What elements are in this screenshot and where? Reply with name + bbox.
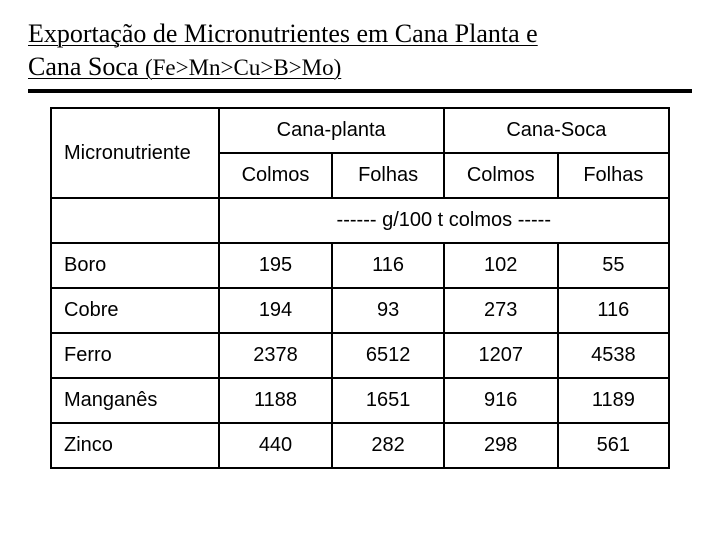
header-sub-colmos-2: Colmos [444, 153, 558, 198]
unit-row: ------ g/100 t colmos ----- [219, 198, 669, 243]
cell: 1189 [558, 378, 669, 423]
row-label: Ferro [51, 333, 219, 378]
row-label: Boro [51, 243, 219, 288]
header-sub-folhas-1: Folhas [332, 153, 443, 198]
page: Exportação de Micronutrientes em Cana Pl… [0, 0, 720, 540]
cell: 116 [332, 243, 443, 288]
cell: 282 [332, 423, 443, 468]
cell: 273 [444, 288, 558, 333]
table-row: Boro 195 116 102 55 [51, 243, 669, 288]
table-row: Ferro 2378 6512 1207 4538 [51, 333, 669, 378]
header-group-cana-planta: Cana-planta [219, 108, 444, 153]
cell: 916 [444, 378, 558, 423]
cell: 93 [332, 288, 443, 333]
unit-row-spacer [51, 198, 219, 243]
cell: 1651 [332, 378, 443, 423]
cell: 561 [558, 423, 669, 468]
cell: 1207 [444, 333, 558, 378]
cell: 102 [444, 243, 558, 288]
header-sub-folhas-2: Folhas [558, 153, 669, 198]
row-label: Cobre [51, 288, 219, 333]
cell: 440 [219, 423, 333, 468]
title-line-2b: (Fe>Mn>Cu>B>Mo) [145, 55, 341, 80]
header-corner: Micronutriente [51, 108, 219, 198]
table-row: Manganês 1188 1651 916 1189 [51, 378, 669, 423]
cell: 194 [219, 288, 333, 333]
title-underline-bar [28, 89, 692, 93]
page-title: Exportação de Micronutrientes em Cana Pl… [28, 18, 692, 83]
cell: 6512 [332, 333, 443, 378]
cell: 55 [558, 243, 669, 288]
cell: 2378 [219, 333, 333, 378]
cell: 116 [558, 288, 669, 333]
cell: 4538 [558, 333, 669, 378]
row-label: Zinco [51, 423, 219, 468]
header-group-cana-soca: Cana-Soca [444, 108, 669, 153]
cell: 298 [444, 423, 558, 468]
table-row: Cobre 194 93 273 116 [51, 288, 669, 333]
cell: 195 [219, 243, 333, 288]
row-label: Manganês [51, 378, 219, 423]
header-sub-colmos-1: Colmos [219, 153, 333, 198]
title-line-2a: Cana Soca [28, 52, 145, 81]
micronutrient-table: Micronutriente Cana-planta Cana-Soca Col… [50, 107, 670, 469]
table-row: Zinco 440 282 298 561 [51, 423, 669, 468]
title-line-1: Exportação de Micronutrientes em Cana Pl… [28, 19, 538, 48]
cell: 1188 [219, 378, 333, 423]
